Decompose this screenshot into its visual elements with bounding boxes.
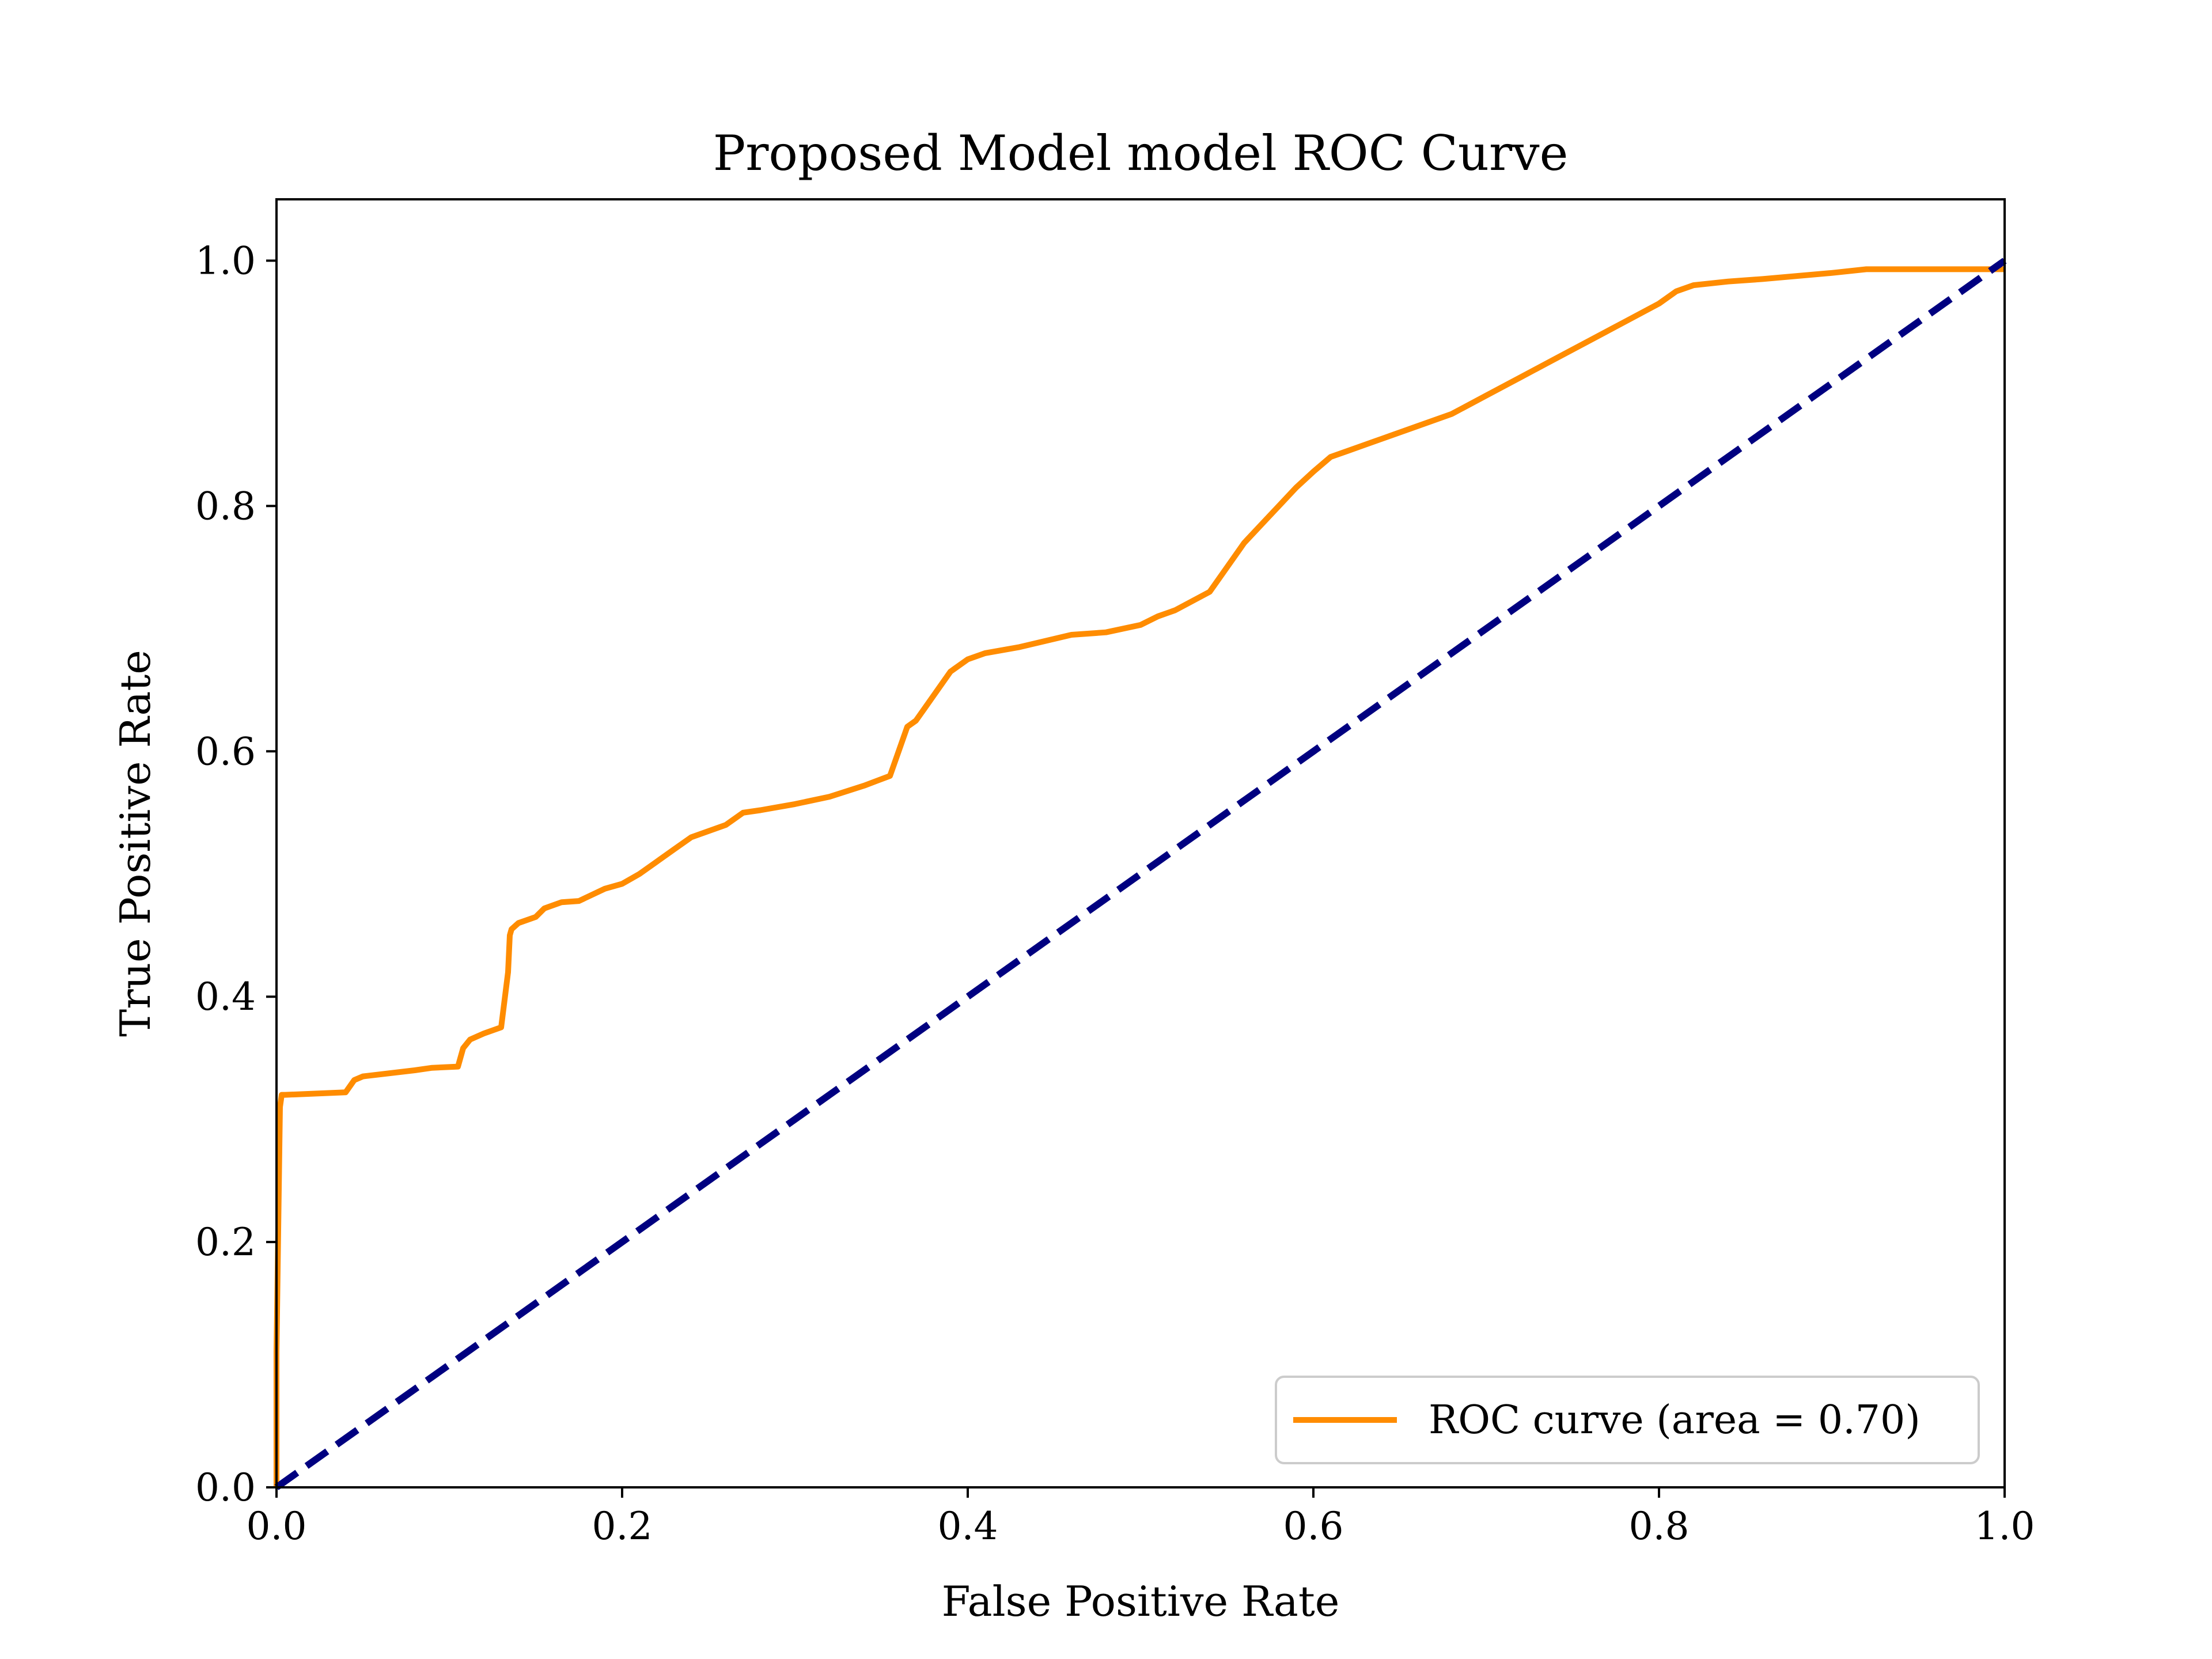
x-axis: 0.0 0.2 0.4 0.6 0.8 1.0 <box>247 1487 2035 1548</box>
y-tick-label: 0.2 <box>195 1220 256 1264</box>
series-layer <box>274 257 2007 1490</box>
x-tick-label: 0.8 <box>1629 1504 1690 1548</box>
legend: ROC curve (area = 0.70) <box>1275 1376 1980 1464</box>
y-tick-label: 0.4 <box>195 975 256 1019</box>
legend-label-roc: ROC curve (area = 0.70) <box>1429 1397 1921 1443</box>
y-tick-label: 0.8 <box>195 484 256 528</box>
x-tick-label: 0.4 <box>938 1504 998 1548</box>
chance-diagonal-line <box>274 257 2007 1490</box>
x-axis-label: False Positive Rate <box>942 1577 1340 1626</box>
y-tick-label: 0.6 <box>195 729 256 774</box>
y-axis: 0.0 0.2 0.4 0.6 0.8 1.0 <box>195 238 276 1510</box>
y-tick-label: 0.0 <box>195 1465 256 1510</box>
x-tick-label: 1.0 <box>1975 1504 2035 1548</box>
chart-title: Proposed Model model ROC Curve <box>713 125 1569 181</box>
y-axis-label: True Positive Rate <box>111 650 160 1037</box>
y-tick-label: 1.0 <box>195 238 256 283</box>
roc-curve-line <box>274 266 2005 1487</box>
x-tick-label: 0.0 <box>247 1504 307 1548</box>
plot-frame <box>275 198 2006 1488</box>
legend-box <box>1275 1376 1980 1464</box>
x-tick-label: 0.6 <box>1283 1504 1344 1548</box>
x-tick-label: 0.2 <box>592 1504 653 1548</box>
